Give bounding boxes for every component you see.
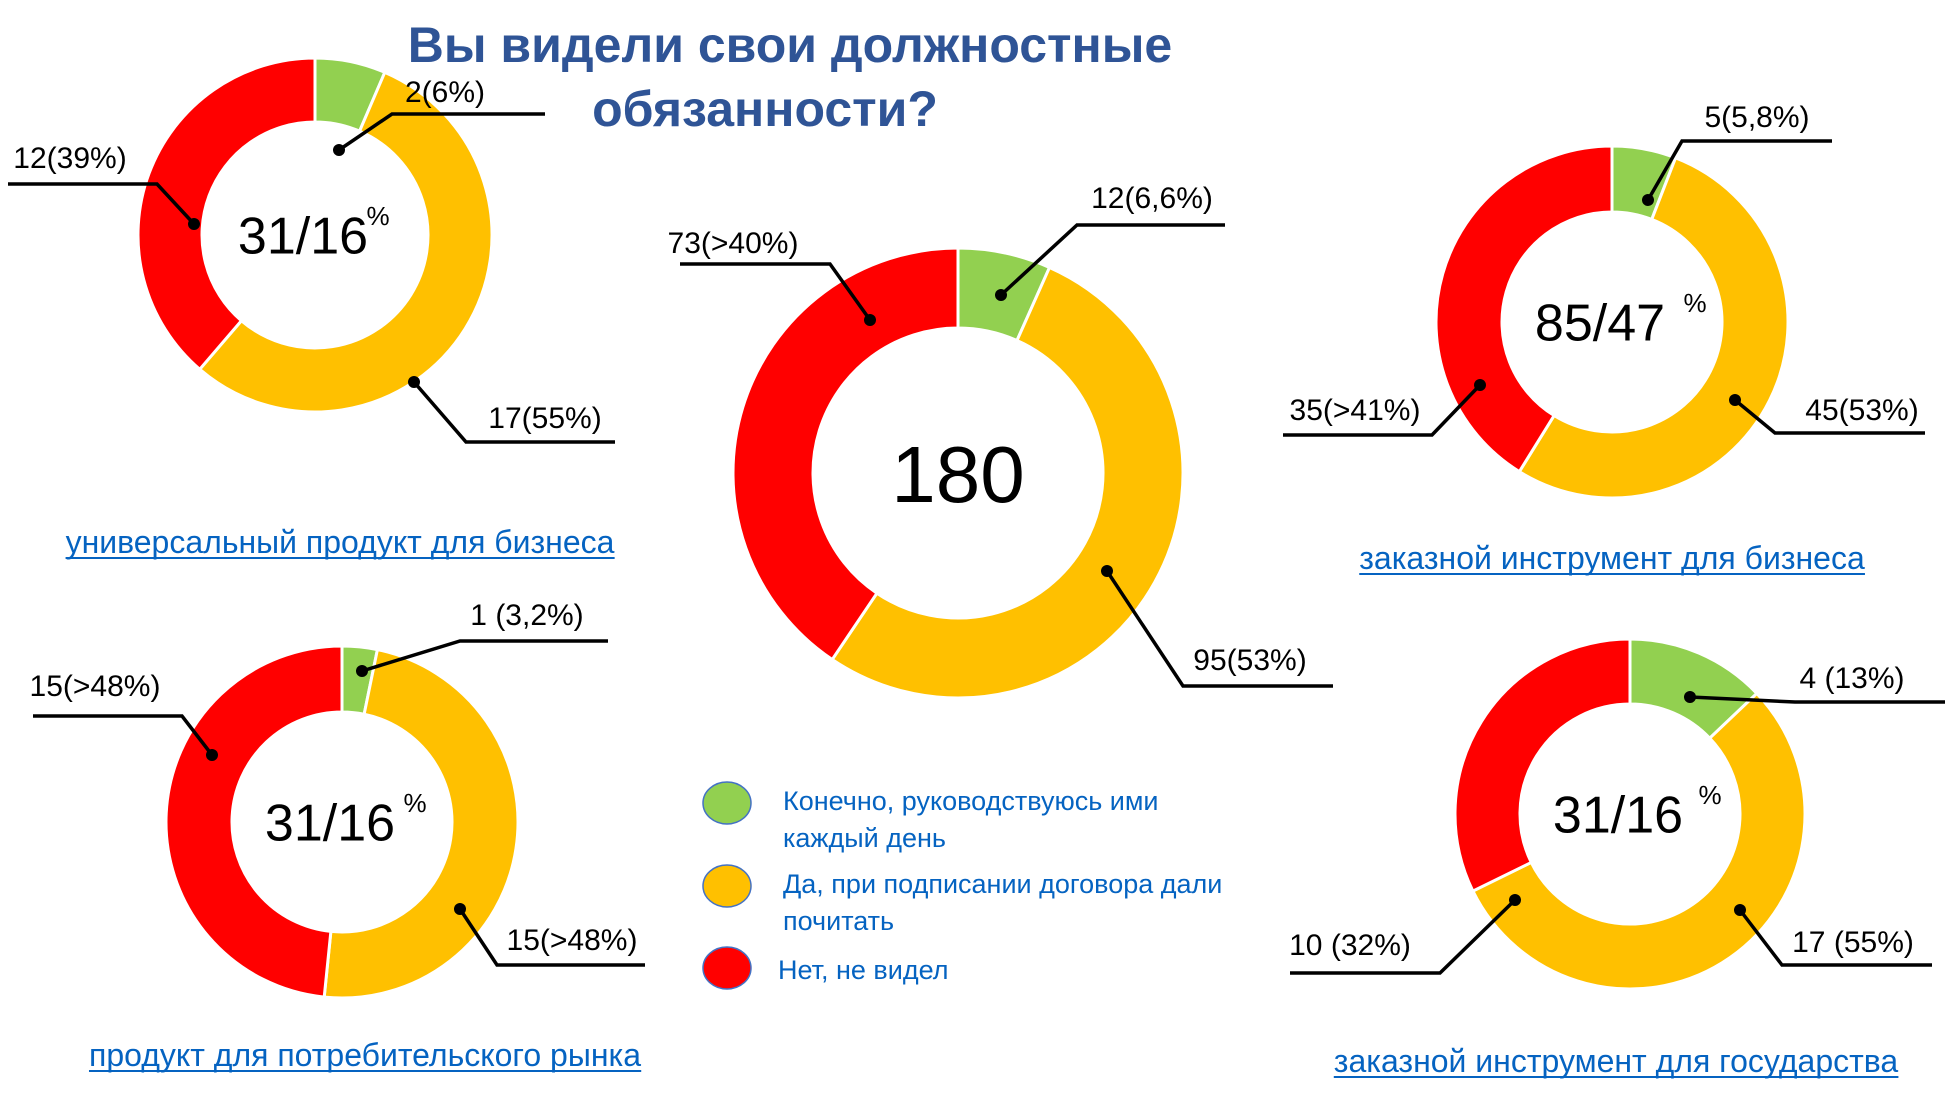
callout-dot <box>1101 565 1113 577</box>
legend-label-line2: каждый день <box>783 823 946 853</box>
callout-line <box>1105 570 1333 688</box>
donut-chart-2: 180 12(6,6%) 95(53%) 73(>40%) <box>668 182 1333 700</box>
chart-title-line1: Вы видели свои должностные <box>408 17 1173 73</box>
legend-label-line1: Нет, не видел <box>778 955 948 985</box>
callout-line <box>8 182 196 226</box>
slice-data-label: 17(55%) <box>488 402 601 435</box>
callout-dot <box>1684 691 1696 703</box>
donut-center-suffix: % <box>1698 780 1721 810</box>
callout-dot <box>188 218 200 230</box>
donut-slice <box>197 70 494 414</box>
callout-dot <box>356 665 368 677</box>
slice-data-label: 12(39%) <box>13 142 126 175</box>
callout-dot <box>1642 194 1654 206</box>
donut-center-text: 85/47 <box>1535 295 1665 353</box>
callout-dot <box>1734 904 1746 916</box>
slice-data-label: 35(>41%) <box>1290 394 1421 427</box>
donut-slice <box>731 246 960 662</box>
slice-data-label: 2(6%) <box>405 76 485 109</box>
donut-center-text: 31/16 <box>238 208 368 266</box>
slice-data-label: 12(6,6%) <box>1091 182 1213 215</box>
callout-line <box>33 714 214 757</box>
callout-line <box>338 112 545 152</box>
donut-charts: 31/16% 2(6%) 17(55%) 12(39%) универсальный п… <box>8 56 1945 1079</box>
callout-line <box>458 908 645 967</box>
callout-line <box>1283 383 1482 437</box>
legend-swatch <box>702 864 752 908</box>
donut-chart-1: 31/16% 2(6%) 17(55%) 12(39%) универсальный п… <box>8 56 615 560</box>
donut-slice <box>136 56 317 372</box>
chart-caption-link[interactable]: продукт для потребительского рынка <box>89 1037 641 1073</box>
callout-line <box>1738 908 1932 967</box>
callout-dot <box>408 376 420 388</box>
donut-chart-5: 31/16 % 4 (13%) 17 (55%) 10 (32%) заказной ин… <box>1289 637 1945 1079</box>
donut-slice <box>322 647 520 1000</box>
callout-dot <box>206 749 218 761</box>
legend: Конечно, руководствуюсь ими каждый день Да… <box>702 781 1222 990</box>
chart-caption-link[interactable]: заказной инструмент для государства <box>1334 1043 1899 1079</box>
donut-chart-4: 31/16 % 1 (3,2%) 15(>48%) 15(>48%) продукт дл… <box>30 599 645 1073</box>
slice-data-label: 5(5,8%) <box>1704 101 1809 134</box>
callout-dot <box>454 903 466 915</box>
callout-dot <box>864 314 876 326</box>
callout-dot <box>333 144 345 156</box>
callout-dot <box>1509 894 1521 906</box>
donut-center-suffix: % <box>403 788 426 818</box>
legend-item: Да, при подписании договора дали почитать <box>702 864 1222 936</box>
callout-line <box>1689 695 1945 704</box>
slice-data-label: 15(>48%) <box>507 924 638 957</box>
callout-dot <box>1474 379 1486 391</box>
chart-caption-link[interactable]: универсальный продукт для бизнеса <box>66 524 615 560</box>
donut-slice <box>1517 155 1790 500</box>
legend-label-line2: почитать <box>783 906 894 936</box>
callout-line <box>1646 139 1832 201</box>
callout-dot <box>1729 394 1741 406</box>
legend-swatch <box>702 946 752 990</box>
donut-center-suffix: % <box>1683 288 1706 318</box>
slice-data-label: 95(53%) <box>1193 644 1306 677</box>
slice-data-label: 10 (32%) <box>1289 929 1411 962</box>
donut-center-suffix: % <box>366 201 389 231</box>
slice-data-label: 4 (13%) <box>1799 662 1904 695</box>
slice-data-label: 17 (55%) <box>1792 926 1914 959</box>
donut-slice <box>164 644 344 999</box>
slice-data-label: 73(>40%) <box>668 227 799 260</box>
slice-data-label: 1 (3,2%) <box>470 599 583 632</box>
donut-center-text: 180 <box>891 430 1024 519</box>
chart-caption-link[interactable]: заказной инструмент для бизнеса <box>1359 540 1865 576</box>
callout-line <box>680 262 872 322</box>
donut-center-text: 31/16 <box>1553 787 1683 845</box>
legend-swatch <box>702 781 752 825</box>
callout-line <box>1733 398 1925 435</box>
callout-line <box>412 380 615 444</box>
donut-chart-3: 85/47 % 5(5,8%) 45(53%) 35(>41%) заказной инс… <box>1283 101 1925 576</box>
donut-slice <box>1453 637 1632 894</box>
legend-label-line1: Да, при подписании договора дали <box>783 869 1222 899</box>
callout-line <box>361 639 608 673</box>
donut-slice <box>830 265 1185 700</box>
legend-label-line1: Конечно, руководствуюсь ими <box>783 786 1159 816</box>
donut-center-text: 31/16 <box>265 795 395 853</box>
callout-line <box>1290 898 1517 975</box>
legend-item: Нет, не видел <box>702 946 948 990</box>
callout-line <box>999 223 1225 297</box>
slice-data-label: 15(>48%) <box>30 670 161 703</box>
chart-title-line2: обязанности? <box>592 81 938 137</box>
legend-item: Конечно, руководствуюсь ими каждый день <box>702 781 1159 853</box>
slice-data-label: 45(53%) <box>1805 394 1918 427</box>
callout-dot <box>995 289 1007 301</box>
